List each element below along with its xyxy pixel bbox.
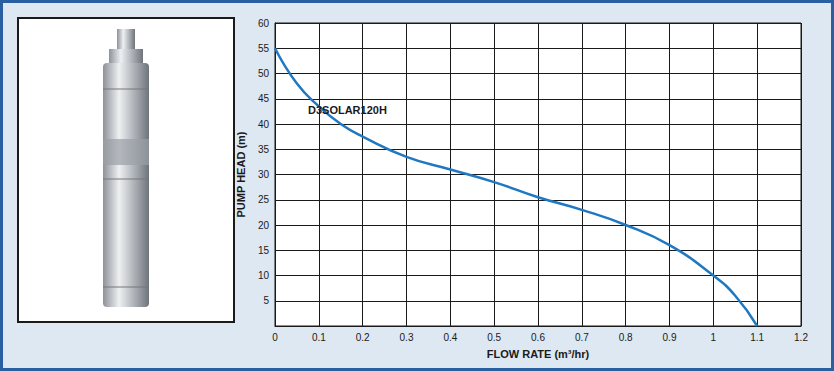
svg-text:25: 25 — [258, 194, 270, 205]
svg-text:0.5: 0.5 — [487, 332, 501, 343]
svg-text:10: 10 — [258, 270, 270, 281]
svg-text:30: 30 — [258, 169, 270, 180]
svg-text:5: 5 — [263, 295, 269, 306]
svg-text:FLOW RATE (m³/hr): FLOW RATE (m³/hr) — [487, 348, 590, 360]
svg-text:0.3: 0.3 — [400, 332, 414, 343]
svg-text:0.6: 0.6 — [531, 332, 545, 343]
svg-text:0.8: 0.8 — [619, 332, 633, 343]
svg-text:45: 45 — [258, 93, 270, 104]
svg-text:60: 60 — [258, 18, 270, 29]
svg-text:55: 55 — [258, 43, 270, 54]
svg-text:0.1: 0.1 — [312, 332, 326, 343]
svg-text:1.2: 1.2 — [794, 332, 808, 343]
svg-text:0.4: 0.4 — [443, 332, 457, 343]
svg-text:D3SOLAR120H: D3SOLAR120H — [308, 104, 387, 116]
svg-text:40: 40 — [258, 119, 270, 130]
svg-text:0.7: 0.7 — [575, 332, 589, 343]
svg-text:0.2: 0.2 — [356, 332, 370, 343]
svg-text:0.9: 0.9 — [663, 332, 677, 343]
svg-text:15: 15 — [258, 245, 270, 256]
svg-text:50: 50 — [258, 68, 270, 79]
svg-text:20: 20 — [258, 220, 270, 231]
svg-text:PUMP HEAD (m): PUMP HEAD (m) — [235, 131, 247, 217]
svg-text:35: 35 — [258, 144, 270, 155]
svg-text:1: 1 — [711, 332, 717, 343]
svg-text:0: 0 — [272, 332, 278, 343]
svg-text:1.1: 1.1 — [750, 332, 764, 343]
